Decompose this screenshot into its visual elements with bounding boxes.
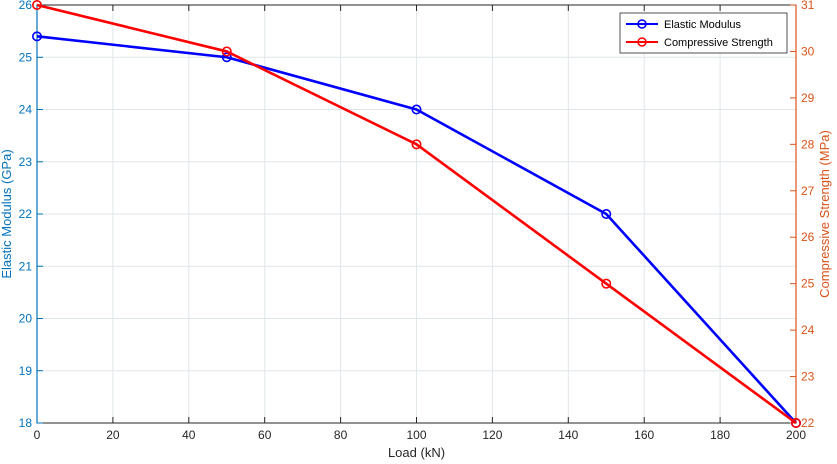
legend-marker-compressive-strength bbox=[637, 37, 647, 47]
series-line-compressive-strength bbox=[36, 3, 797, 425]
right-y-tick-label: 24 bbox=[801, 323, 815, 337]
legend-box bbox=[619, 12, 788, 54]
x-tick-label: 100 bbox=[406, 428, 426, 442]
data-point-compressive-strength bbox=[411, 139, 422, 150]
x-tick-label: 160 bbox=[634, 428, 654, 442]
x-tick-label: 120 bbox=[482, 428, 502, 442]
left-y-tick-label: 25 bbox=[19, 50, 33, 64]
legend-marker-elastic-modulus bbox=[637, 19, 647, 29]
left-y-axis-title: Elastic Modulus (GPa) bbox=[0, 149, 14, 278]
x-tick-label: 60 bbox=[258, 428, 272, 442]
data-point-elastic-modulus bbox=[411, 104, 422, 115]
left-y-tick-label: 24 bbox=[19, 103, 33, 117]
legend: Elastic Modulus Compressive Strength bbox=[619, 12, 788, 54]
x-axis-title: Load (kN) bbox=[388, 445, 445, 460]
right-y-axis-title: Compressive Strength (MPa) bbox=[817, 130, 832, 298]
right-y-tick-label: 22 bbox=[801, 416, 815, 430]
right-y-tick-label: 30 bbox=[801, 44, 815, 58]
data-point-elastic-modulus bbox=[31, 31, 42, 42]
left-y-tick-label: 26 bbox=[19, 0, 33, 12]
left-y-tick-label: 21 bbox=[19, 259, 33, 273]
data-point-compressive-strength bbox=[221, 46, 232, 57]
data-point-elastic-modulus bbox=[601, 209, 612, 220]
right-y-tick-label: 29 bbox=[801, 91, 815, 105]
x-tick-label: 180 bbox=[710, 428, 730, 442]
right-y-tick-label: 27 bbox=[801, 184, 815, 198]
legend-label-compressive-strength: Compressive Strength bbox=[664, 37, 773, 49]
x-tick-label: 0 bbox=[34, 428, 41, 442]
x-tick-label: 40 bbox=[182, 428, 196, 442]
legend-label-elastic-modulus: Elastic Modulus bbox=[664, 19, 742, 31]
left-y-tick-label: 19 bbox=[19, 364, 33, 378]
right-y-tick-label: 28 bbox=[801, 137, 815, 151]
data-point-compressive-strength bbox=[601, 278, 612, 289]
x-tick-label: 20 bbox=[106, 428, 120, 442]
left-y-tick-label: 18 bbox=[19, 416, 33, 430]
right-y-tick-label: 26 bbox=[801, 230, 815, 244]
data-point-compressive-strength bbox=[790, 417, 801, 428]
data-point-compressive-strength bbox=[31, 0, 42, 10]
left-y-tick-label: 23 bbox=[19, 155, 33, 169]
series-line-elastic-modulus bbox=[36, 35, 797, 424]
right-y-axis-ticks: 22 23 24 25 26 27 28 29 30 31 bbox=[790, 0, 815, 430]
left-y-tick-label: 22 bbox=[19, 207, 33, 221]
data-point-elastic-modulus bbox=[221, 52, 232, 63]
left-y-axis-ticks: 18 19 20 21 22 23 24 25 26 bbox=[19, 0, 43, 430]
left-y-tick-label: 20 bbox=[19, 312, 33, 326]
right-y-tick-label: 31 bbox=[801, 0, 815, 12]
data-series bbox=[31, 0, 801, 428]
x-tick-label: 200 bbox=[786, 428, 806, 442]
right-y-tick-label: 23 bbox=[801, 370, 815, 384]
x-tick-label: 80 bbox=[334, 428, 348, 442]
right-y-tick-label: 25 bbox=[801, 277, 815, 291]
x-tick-label: 140 bbox=[558, 428, 578, 442]
